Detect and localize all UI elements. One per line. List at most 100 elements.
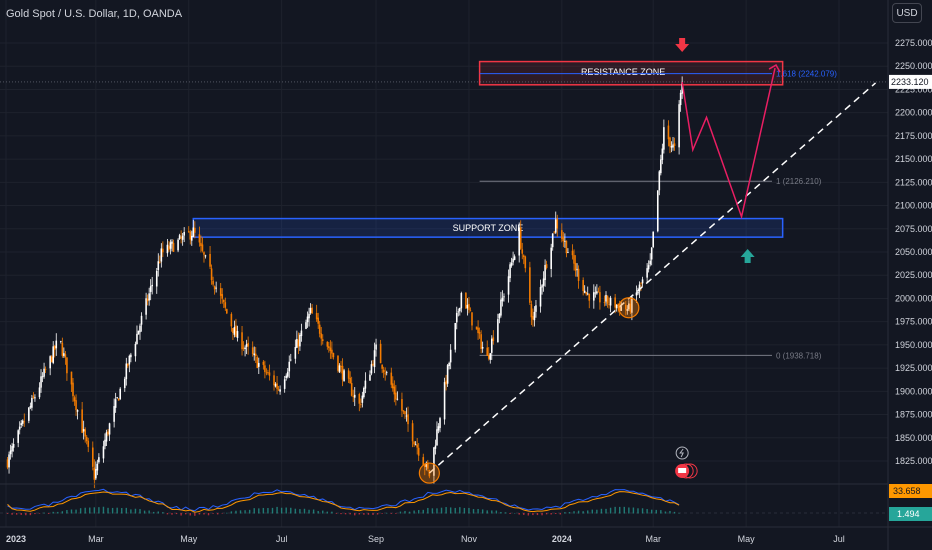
candle-body xyxy=(414,444,417,446)
histogram-bar xyxy=(262,507,265,514)
histogram-bar xyxy=(20,513,22,515)
candle-body xyxy=(498,313,501,319)
histogram-bar xyxy=(495,510,498,514)
candle-body xyxy=(177,239,179,251)
candle-body xyxy=(521,249,524,254)
candle-body xyxy=(107,431,109,435)
histogram-bar xyxy=(322,510,324,514)
histogram-bar xyxy=(427,507,429,514)
up-arrow-icon xyxy=(740,249,755,263)
candle-body xyxy=(81,409,83,433)
candle-body xyxy=(638,284,641,292)
candle-body xyxy=(372,363,374,366)
candle-body xyxy=(166,244,169,254)
candle-body xyxy=(446,365,449,384)
candle-body xyxy=(306,316,309,323)
price-tick-label: 2100.000 xyxy=(895,201,932,211)
candle-body xyxy=(321,339,324,341)
candle-body xyxy=(649,260,651,265)
candle-body xyxy=(215,287,217,289)
candle-body xyxy=(413,441,415,445)
histogram-bar xyxy=(491,510,493,514)
candle-body xyxy=(268,372,271,376)
histogram-bar xyxy=(89,507,91,514)
lightning-icon xyxy=(679,448,684,458)
price-tick-label: 2125.000 xyxy=(895,177,932,187)
histogram-bar xyxy=(175,513,178,515)
candle-body xyxy=(338,365,341,372)
candle-body xyxy=(660,159,662,174)
histogram-bar xyxy=(500,511,502,514)
candle-body xyxy=(212,280,214,285)
histogram-bar xyxy=(431,508,434,514)
histogram-bar xyxy=(226,512,228,514)
histogram-bar xyxy=(349,513,351,515)
oscillator-line-blue xyxy=(7,488,680,512)
candle-body xyxy=(213,286,216,290)
candle-body xyxy=(608,304,610,305)
candle-body xyxy=(647,265,650,270)
candle-body xyxy=(245,344,248,347)
candle-body xyxy=(305,322,307,329)
oscillator-value-badge xyxy=(889,484,932,498)
histogram-bar xyxy=(399,511,402,514)
candle-body xyxy=(404,411,406,415)
candle-body xyxy=(61,342,64,356)
histogram-bar xyxy=(198,513,201,515)
histogram-bar xyxy=(632,507,635,514)
candle-body xyxy=(160,248,163,262)
histogram-bar xyxy=(518,513,520,515)
candle-body xyxy=(72,382,74,397)
candle-body xyxy=(200,242,202,246)
candle-body xyxy=(253,353,256,356)
histogram-bar xyxy=(326,511,329,514)
candle-body xyxy=(478,332,481,334)
candle-body xyxy=(670,146,673,148)
candle-body xyxy=(661,148,664,160)
histogram-bar xyxy=(669,510,671,514)
ascending-trendline xyxy=(428,82,877,474)
candle-body xyxy=(49,356,51,369)
candle-body xyxy=(448,362,450,367)
candle-body xyxy=(427,463,429,469)
candle-body xyxy=(385,372,388,374)
histogram-bar xyxy=(655,509,657,514)
histogram-bar xyxy=(134,508,137,514)
histogram-bar xyxy=(408,511,411,514)
histogram-bar xyxy=(564,512,566,514)
candle-body xyxy=(605,294,607,302)
histogram-bar xyxy=(614,506,616,514)
time-tick-label: May xyxy=(738,534,756,544)
time-tick-label: Sep xyxy=(368,534,384,544)
histogram-bar xyxy=(545,513,548,515)
histogram-bar xyxy=(294,508,297,514)
candle-body xyxy=(465,292,467,309)
fib-levels: 1.618 (2242.079) 1 (2126.210) 0 (1938.718) xyxy=(479,70,837,360)
candle-body xyxy=(75,400,77,410)
candle-body xyxy=(194,227,196,233)
candle-body xyxy=(635,292,638,296)
candle-body xyxy=(358,394,361,404)
candle-body xyxy=(561,230,563,239)
histogram-bar xyxy=(162,512,164,514)
candle-body xyxy=(9,450,12,455)
histogram-bar xyxy=(29,513,32,516)
candle-body xyxy=(192,227,195,237)
last-price-badge xyxy=(889,74,932,89)
histogram-bar xyxy=(107,507,109,514)
candle-body xyxy=(457,311,460,313)
candle-body xyxy=(233,327,236,335)
candle-body xyxy=(405,415,408,417)
candle-body xyxy=(382,369,385,373)
currency-button[interactable]: USD xyxy=(892,3,922,23)
histogram-bar xyxy=(527,513,530,516)
candle-body xyxy=(545,264,548,268)
histogram-bar xyxy=(673,511,676,514)
time-tick-label: 2024 xyxy=(552,534,572,544)
candle-body xyxy=(332,353,335,358)
histogram-bar xyxy=(121,508,123,514)
price-tick-label: 2000.000 xyxy=(895,293,932,303)
histogram-bar xyxy=(258,508,260,514)
candle-body xyxy=(76,410,79,412)
